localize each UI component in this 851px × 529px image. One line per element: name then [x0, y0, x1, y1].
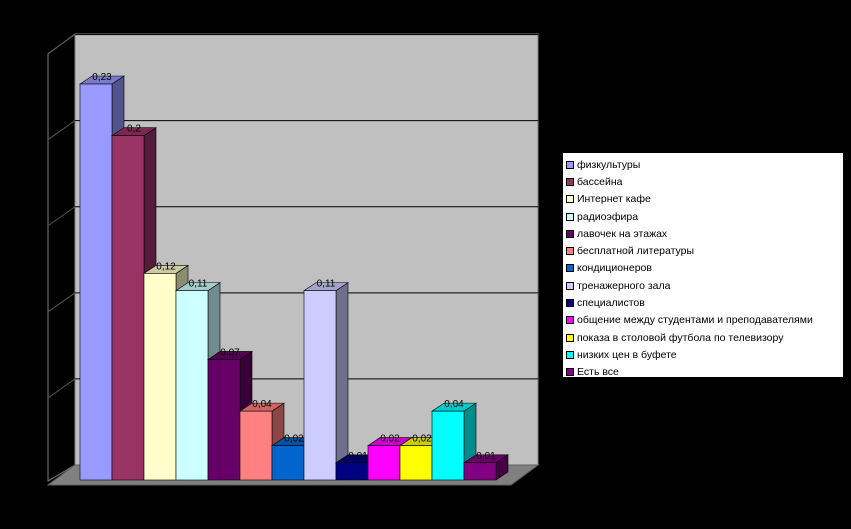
bar-front — [79, 83, 113, 481]
bar-front — [463, 462, 497, 481]
legend-item: кондиционеров — [563, 260, 843, 277]
legend-swatch — [566, 333, 574, 342]
data-label: 0,04 — [252, 399, 272, 410]
gridline-side — [47, 292, 76, 313]
bar-front — [239, 410, 273, 481]
data-label: 0,11 — [317, 279, 336, 290]
legend-label: показа в столовой футбола по телевизору — [577, 331, 784, 344]
legend-swatch — [566, 195, 574, 204]
legend-label: низких цен в буфете — [577, 348, 677, 361]
legend-label: Интернет кафе — [577, 193, 651, 206]
bar-front — [399, 445, 433, 481]
data-label: 0,01 — [476, 451, 496, 462]
bar-8 — [303, 282, 349, 481]
legend-label: общение между студентами и преподавателя… — [577, 314, 813, 327]
bar-front — [143, 273, 177, 481]
legend-label: лавочек на этажах — [577, 227, 668, 240]
legend-swatch — [566, 247, 574, 256]
legend-swatch — [566, 281, 574, 290]
data-label: 0,07 — [220, 347, 240, 358]
data-label: 0,04 — [444, 399, 464, 410]
legend-swatch — [566, 316, 574, 325]
gridline-side — [47, 120, 76, 141]
legend-item: бесплатной литературы — [563, 242, 843, 259]
legend-label: Есть все — [577, 366, 619, 379]
data-labels: 0,23 0,2 0,12 0,11 0,07 0,04 0,02 0,11 0,01 0,02 0… — [92, 72, 496, 462]
bar-front — [175, 290, 209, 481]
legend-label: радиоэфира — [577, 210, 639, 223]
legend-swatch — [566, 350, 574, 359]
legend-item: Интернет кафе — [563, 191, 843, 208]
bar-front — [271, 445, 305, 481]
legend-item: тренажерного зала — [563, 277, 843, 294]
data-label: 0,02 — [412, 434, 432, 445]
legend-item: Есть все — [563, 364, 843, 381]
legend-swatch — [566, 177, 574, 186]
gridline-side — [47, 378, 76, 399]
legend-item: радиоэфира — [563, 208, 843, 225]
legend-swatch — [566, 368, 574, 377]
bars — [79, 75, 509, 481]
legend-swatch — [566, 264, 574, 273]
legend-swatch — [566, 229, 574, 238]
legend-label: специалистов — [577, 297, 645, 310]
bar-side — [335, 282, 349, 481]
side-wall — [47, 33, 76, 482]
bar-13 — [463, 454, 509, 481]
gridline-side — [47, 206, 76, 227]
legend-item: низких цен в буфете — [563, 346, 843, 363]
data-label: 0,23 — [92, 72, 112, 83]
legend-item: лавочек на этажах — [563, 225, 843, 242]
bar-front — [335, 462, 369, 481]
legend-item: показа в столовой футбола по телевизору — [563, 329, 843, 346]
legend-label: физкультуры — [577, 158, 641, 171]
legend-label: бассейна — [577, 175, 623, 188]
bar-front — [431, 410, 465, 481]
bar-front — [207, 359, 241, 481]
bar-4 — [175, 282, 221, 481]
bar-front — [111, 135, 145, 481]
legend-item: физкультуры — [563, 156, 843, 173]
data-label: 0,02 — [284, 434, 304, 445]
legend-item: бассейна — [563, 173, 843, 190]
data-label: 0,12 — [156, 261, 176, 272]
data-label: 0,11 — [189, 279, 208, 290]
bar-front — [303, 290, 337, 481]
legend-label: кондиционеров — [577, 262, 652, 275]
legend-item: специалистов — [563, 294, 843, 311]
bar-10 — [367, 437, 413, 481]
legend: физкультуры бассейна Интернет кафе радиоэфи… — [562, 152, 844, 378]
data-label: 0,02 — [380, 434, 400, 445]
data-label: 0,2 — [127, 124, 141, 135]
bar-front — [367, 445, 401, 481]
legend-swatch — [566, 299, 574, 308]
legend-label: тренажерного зала — [577, 279, 671, 292]
data-label: 0,01 — [348, 451, 368, 462]
legend-label: бесплатной литературы — [577, 245, 695, 258]
legend-item: общение между студентами и преподавателя… — [563, 312, 843, 329]
legend-swatch — [566, 212, 574, 221]
legend-swatch — [566, 160, 574, 169]
gridline-side — [47, 34, 76, 54]
